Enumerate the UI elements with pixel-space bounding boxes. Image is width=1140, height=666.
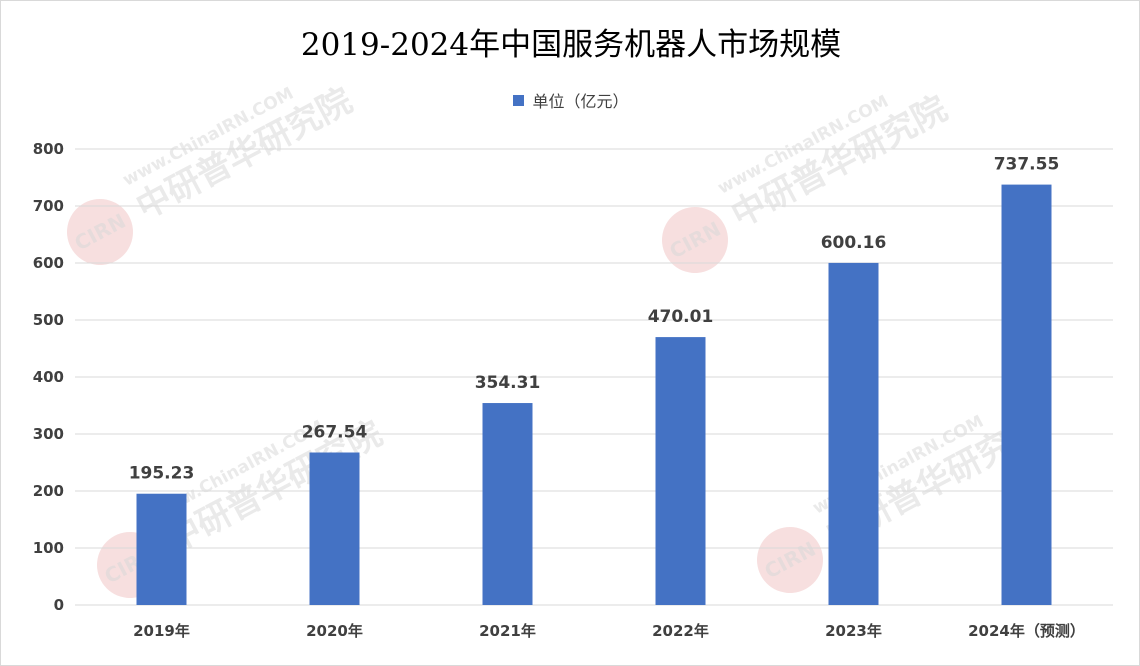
legend-swatch [513,94,525,106]
x-category-label: 2023年 [825,622,882,640]
chart-title: 2019-2024年中国服务机器人市场规模 [300,27,842,63]
y-tick-label: 500 [33,311,64,329]
y-tick-label: 300 [33,425,64,443]
x-category-label: 2019年 [133,622,190,640]
y-axis-ticks: 0 100 200 300 400 500 600 700 800 [33,140,64,614]
data-label: 600.16 [821,233,887,253]
y-tick-label: 400 [33,368,64,386]
bar [482,403,533,605]
y-tick-label: 700 [33,197,64,215]
bar [655,337,706,605]
y-tick-label: 800 [33,140,64,158]
bar [828,262,879,605]
data-label: 195.23 [129,464,195,484]
watermark-logo-circle [757,527,823,593]
y-tick-label: 100 [33,539,64,557]
legend-label: 单位（亿元） [532,92,629,111]
data-label: 267.54 [302,423,368,443]
x-category-label: 2024年（预测） [968,622,1085,640]
watermark-logo-circle [67,199,133,265]
data-labels: 195.23 267.54 354.31 470.01 600.16 737.55 [129,155,1060,484]
bar [136,493,187,605]
bar [309,452,360,605]
x-category-label: 2022年 [652,622,709,640]
x-category-label: 2021年 [479,622,536,640]
y-tick-label: 0 [54,596,64,614]
bar-series [136,184,1052,605]
watermark-logo-circle [662,207,728,273]
x-axis-categories: 2019年 2020年 2021年 2022年 2023年 2024年（预测） [133,622,1085,640]
data-label: 737.55 [994,155,1060,175]
gridlines [75,148,1113,606]
data-label: 354.31 [475,373,541,393]
bar [1001,184,1052,605]
x-category-label: 2020年 [306,622,363,640]
y-tick-label: 600 [33,254,64,272]
y-tick-label: 200 [33,482,64,500]
legend: 单位（亿元） [1,88,1140,112]
data-label: 470.01 [648,307,714,327]
